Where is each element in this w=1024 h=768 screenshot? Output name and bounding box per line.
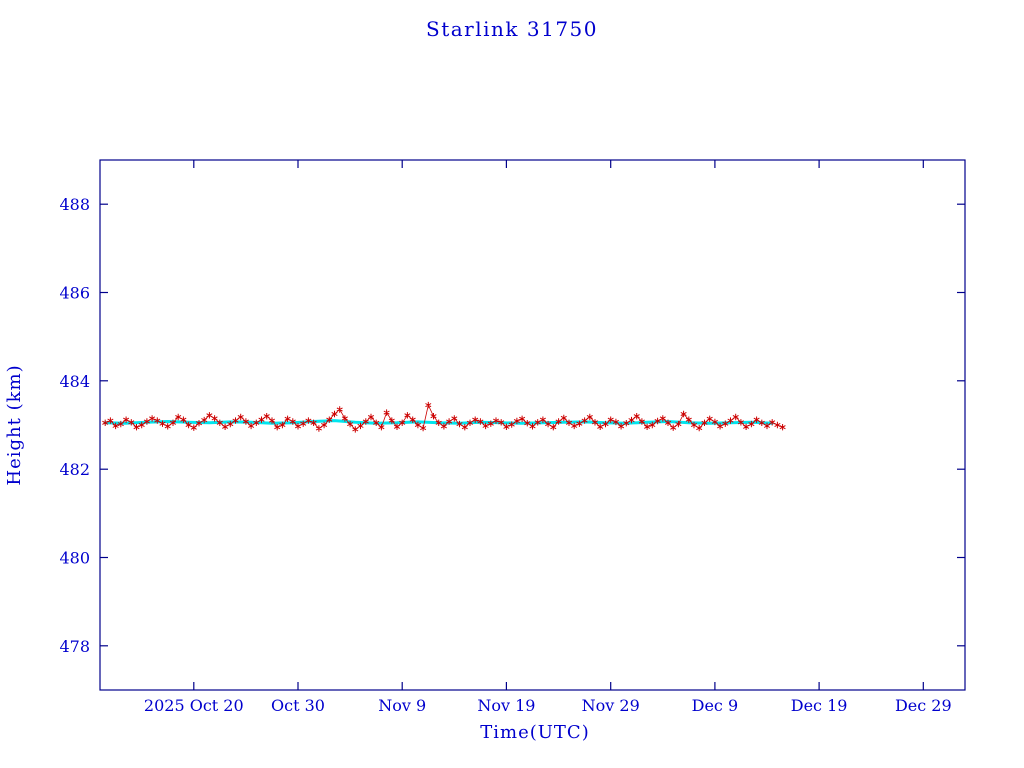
y-axis-label: Height (km) bbox=[4, 364, 25, 485]
x-tick-label: 2025 Oct 20 bbox=[144, 696, 244, 715]
y-tick-label: 478 bbox=[59, 637, 90, 656]
chart-title: Starlink 31750 bbox=[426, 17, 598, 41]
y-tick-label: 484 bbox=[59, 372, 90, 391]
data-series bbox=[102, 401, 786, 433]
x-axis-ticks bbox=[193, 160, 924, 690]
x-tick-label: Dec 9 bbox=[692, 696, 739, 715]
y-tick-label: 480 bbox=[59, 549, 90, 568]
y-tick-label: 488 bbox=[59, 195, 90, 214]
y-tick-label: 482 bbox=[59, 460, 90, 479]
x-tick-label: Nov 19 bbox=[477, 696, 535, 715]
x-tick-label: Nov 9 bbox=[378, 696, 426, 715]
x-tick-label: Dec 29 bbox=[895, 696, 952, 715]
plot-frame bbox=[99, 159, 966, 691]
series-markers-observations bbox=[102, 401, 786, 433]
x-tick-label: Dec 19 bbox=[791, 696, 848, 715]
x-tick-label: Nov 29 bbox=[582, 696, 640, 715]
y-tick-label: 486 bbox=[59, 284, 90, 303]
y-axis-tick-labels: 478 480 482 484 486 488 bbox=[59, 195, 90, 656]
y-axis-ticks bbox=[100, 203, 965, 647]
x-axis-label: Time(UTC) bbox=[480, 722, 589, 743]
x-tick-label: Oct 30 bbox=[271, 696, 325, 715]
x-axis-tick-labels: 2025 Oct 20 Oct 30 Nov 9 Nov 19 Nov 29 Dec 9 D… bbox=[144, 696, 952, 715]
